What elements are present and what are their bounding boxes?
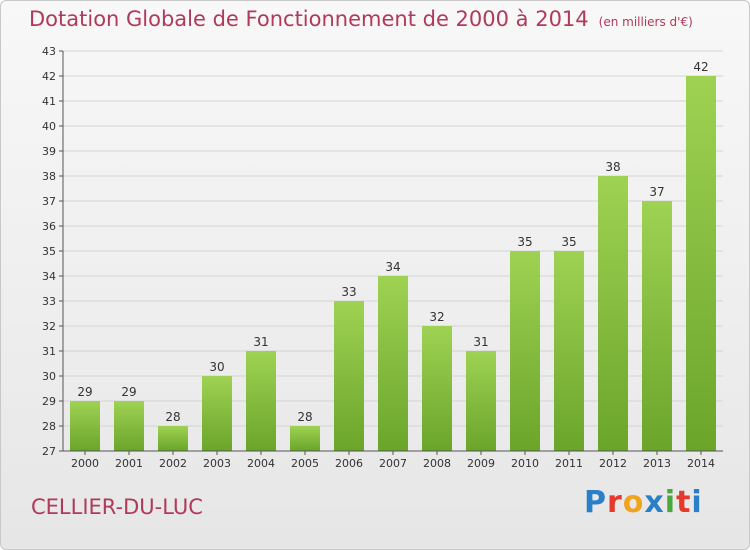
bars: 29 29 28 30 31 28 33 34 32 31 35 35 38 37 42 [70,60,716,451]
bar [334,301,364,451]
data-label: 30 [209,360,224,374]
bar [202,376,232,451]
bar [290,426,320,451]
y-tick-label: 30 [42,370,56,383]
y-tick-label: 39 [42,145,56,158]
data-label: 29 [121,385,136,399]
y-tick-label: 34 [42,270,56,283]
y-tick-label: 31 [42,345,56,358]
y-tick-label: 29 [42,395,56,408]
bar [554,251,584,451]
data-label: 31 [473,335,488,349]
logo-letter: o [622,485,645,520]
data-label: 28 [165,410,180,424]
x-tick-label: 2008 [423,457,451,470]
data-label: 29 [77,385,92,399]
data-label: 42 [693,60,708,74]
x-tick-label: 2013 [643,457,671,470]
y-tick-label: 35 [42,245,56,258]
data-label: 38 [605,160,620,174]
data-label: 34 [385,260,400,274]
y-tick-label: 41 [42,95,56,108]
data-label: 31 [253,335,268,349]
data-label: 32 [429,310,444,324]
x-tick-label: 2005 [291,457,319,470]
x-tick-label: 2004 [247,457,275,470]
x-tick-label: 2014 [687,457,715,470]
x-axis: 2000 2001 2002 2003 2004 2005 2006 2007 2008 2009… [63,450,723,470]
bar [642,201,672,451]
commune-name: CELLIER-DU-LUC [31,495,203,519]
logo-letter: i [664,485,677,520]
bar [114,401,144,451]
y-tick-label: 43 [42,45,56,58]
y-tick-label: 28 [42,420,56,433]
y-tick-label: 38 [42,170,56,183]
bar [246,351,276,451]
data-label: 35 [561,235,576,249]
bar [686,76,716,451]
x-tick-label: 2009 [467,457,495,470]
chart-title: Dotation Globale de Fonctionnement de 20… [29,7,693,31]
bar [378,276,408,451]
y-tick-label: 42 [42,70,56,83]
x-tick-label: 2012 [599,457,627,470]
y-tick-label: 37 [42,195,56,208]
proxiti-logo: Proxiti [584,485,703,520]
logo-letter: x [644,485,665,520]
bar [70,401,100,451]
x-tick-label: 2002 [159,457,187,470]
x-tick-label: 2007 [379,457,407,470]
y-tick-label: 40 [42,120,56,133]
logo-letter: i [691,485,703,520]
bar [158,426,188,451]
data-label: 35 [517,235,532,249]
bar [598,176,628,451]
data-label: 37 [649,185,664,199]
y-tick-label: 33 [42,295,56,308]
x-tick-label: 2011 [555,457,583,470]
bar [422,326,452,451]
y-axis: 27 28 29 30 31 32 33 34 35 36 37 38 39 40 41 42 43 [42,45,64,458]
y-tick-label: 36 [42,220,56,233]
x-tick-label: 2010 [511,457,539,470]
x-tick-label: 2006 [335,457,363,470]
chart-title-text: Dotation Globale de Fonctionnement de 20… [29,7,589,31]
x-tick-label: 2000 [71,457,99,470]
y-tick-label: 27 [42,445,56,458]
y-tick-label: 32 [42,320,56,333]
chart-unit: (en milliers d'€) [598,15,693,29]
logo-letter: P [584,485,607,520]
data-label: 33 [341,285,356,299]
logo-letter: t [676,485,692,520]
logo-letter: r [607,485,623,520]
bar [466,351,496,451]
x-tick-label: 2003 [203,457,231,470]
data-label: 28 [297,410,312,424]
bar [510,251,540,451]
x-tick-label: 2001 [115,457,143,470]
